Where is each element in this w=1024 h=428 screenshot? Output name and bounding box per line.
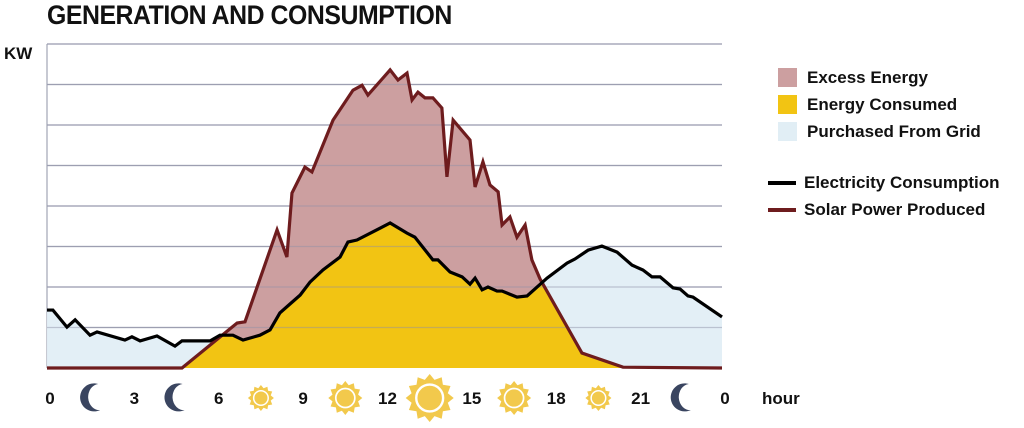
- line-solar-power-produced: [47, 67, 723, 370]
- x-tick-label: 21: [631, 389, 650, 408]
- moon-icon: [80, 383, 101, 412]
- legend-label: Electricity Consumption: [804, 172, 1000, 192]
- sun-icon: [247, 385, 274, 411]
- legend-item-consumption: Electricity Consumption: [768, 169, 1000, 196]
- legend-swatch-grid: [778, 122, 797, 141]
- legend-label: Purchased From Grid: [807, 121, 981, 141]
- legend-line-solar: [768, 207, 796, 212]
- moon-icon: [164, 383, 185, 412]
- sun-icon: [497, 381, 532, 415]
- x-tick-label: 12: [378, 389, 397, 408]
- x-tick-label: 0: [720, 389, 729, 408]
- x-tick-label: 18: [547, 389, 566, 408]
- legend: Excess Energy Energy Consumed Purchased …: [768, 64, 1000, 223]
- sun-icon: [328, 381, 363, 415]
- x-tick-label: 9: [298, 389, 307, 408]
- legend-label: Energy Consumed: [807, 94, 958, 114]
- x-tick-label: 0: [45, 389, 54, 408]
- legend-label: Excess Energy: [807, 67, 928, 87]
- legend-swatch-excess: [778, 68, 797, 87]
- area-excess-energy: [47, 69, 722, 369]
- legend-item-solar: Solar Power Produced: [768, 196, 1000, 223]
- legend-item-consumed: Energy Consumed: [778, 91, 1000, 118]
- sun-icon: [585, 385, 612, 411]
- x-tick-label: 3: [130, 389, 139, 408]
- legend-line-consumption: [768, 180, 796, 185]
- legend-label: Solar Power Produced: [804, 199, 986, 219]
- x-axis-label: hour: [762, 389, 800, 408]
- x-tick-label: 6: [214, 389, 223, 408]
- y-axis-label: KW: [4, 44, 33, 63]
- line-electricity-consumption: [47, 221, 723, 349]
- sun-icon: [405, 374, 454, 422]
- moon-icon: [670, 383, 691, 412]
- legend-item-grid: Purchased From Grid: [778, 118, 1000, 145]
- legend-item-excess: Excess Energy: [778, 64, 1000, 91]
- chart-title: GENERATION AND CONSUMPTION: [47, 0, 452, 30]
- x-tick-label: 15: [462, 389, 481, 408]
- legend-swatch-consumed: [778, 95, 797, 114]
